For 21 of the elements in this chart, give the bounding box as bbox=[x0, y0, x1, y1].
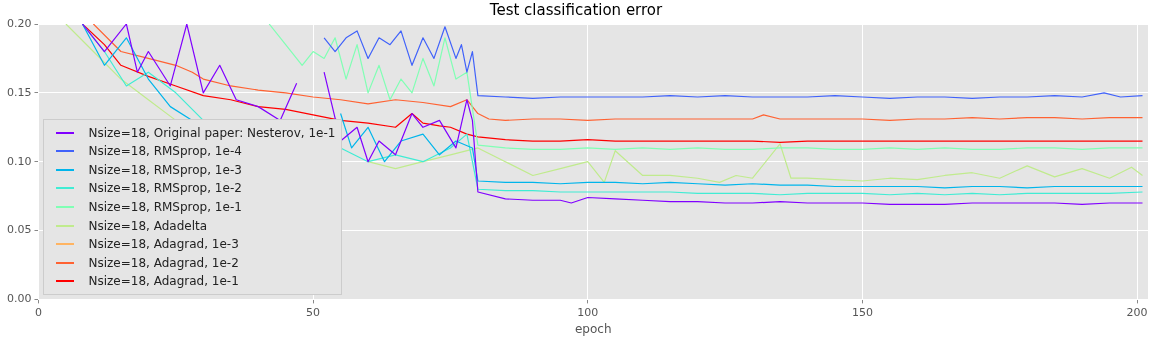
legend-label: Nsize=18, RMSprop, 1e-1 bbox=[88, 200, 242, 215]
y-tick-label: 0.05 bbox=[6, 223, 32, 237]
legend-label: Nsize=18, Adagrad, 1e-3 bbox=[88, 237, 239, 252]
chart-title: Test classification error bbox=[488, 0, 664, 19]
x-tick-label: 200 bbox=[1126, 305, 1148, 319]
x-tick-label: 50 bbox=[306, 305, 321, 319]
x-axis-title: epoch bbox=[574, 321, 612, 336]
y-tick-label: 0.10 bbox=[6, 154, 32, 168]
legend-label: Nsize=18, Adagrad, 1e-1 bbox=[88, 274, 239, 289]
legend-label: Nsize=18, RMSprop, 1e-2 bbox=[88, 181, 242, 196]
x-tick-label: 100 bbox=[577, 305, 599, 319]
y-tick-label: 0.00 bbox=[6, 292, 32, 306]
y-tick-label: 0.15 bbox=[6, 85, 32, 99]
legend-label: Nsize=18, Adadelta bbox=[88, 218, 208, 233]
x-tick-label: 150 bbox=[851, 305, 873, 319]
legend-label: Nsize=18, Original paper: Nesterov, 1e-1 bbox=[88, 125, 336, 140]
x-tick-label: 0 bbox=[34, 305, 42, 319]
legend-label: Nsize=18, RMSprop, 1e-4 bbox=[88, 144, 242, 159]
legend-label: Nsize=18, RMSprop, 1e-3 bbox=[88, 162, 242, 177]
legend-label: Nsize=18, Adagrad, 1e-2 bbox=[88, 255, 239, 270]
y-tick-label: 0.20 bbox=[6, 16, 32, 30]
